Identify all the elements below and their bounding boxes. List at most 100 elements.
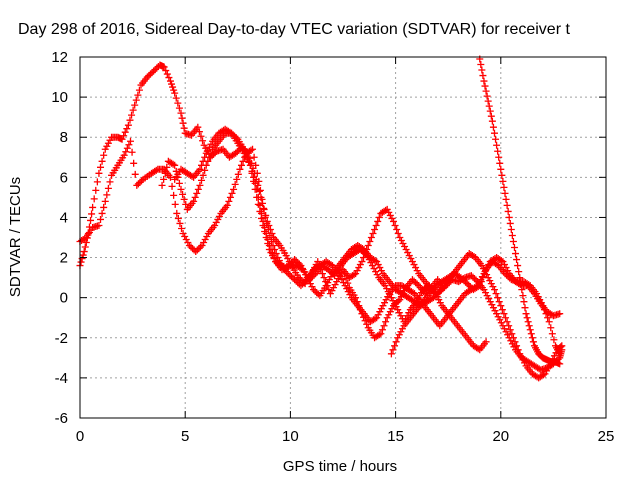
data-point-marker [249,145,257,153]
data-point-marker [410,261,418,269]
data-point-marker [408,258,416,266]
data-point-marker [528,334,536,342]
data-point-marker [544,364,552,372]
data-point-marker [162,67,170,75]
data-point-marker [195,128,203,136]
data-point-marker [231,180,239,188]
plot-frame [79,56,607,419]
data-point-marker [174,214,182,222]
data-point-marker [392,338,400,346]
data-point-marker [225,197,233,205]
y-axis-label: SDTVAR / TECUs [7,177,24,297]
data-point-marker [405,252,413,260]
data-point-marker [196,243,204,251]
data-point-marker [308,283,316,291]
data-point-marker [97,163,105,171]
data-point-marker [201,166,209,174]
data-point-marker [121,128,129,136]
data-point-marker [488,301,496,309]
data-point-marker [160,63,168,71]
data-point-marker [129,106,137,114]
data-point-marker [233,175,241,183]
data-point-marker [172,167,180,175]
data-point-marker [386,308,394,316]
data-point-marker [171,89,179,97]
data-point-marker [372,268,380,276]
data-point-marker [436,299,444,307]
data-point-marker [207,149,215,157]
data-point-marker [230,185,238,193]
data-point-marker [395,331,403,339]
data-point-marker [170,191,178,199]
data-point-marker [476,282,484,290]
data-point-marker [542,310,550,318]
data-point-marker [327,261,335,269]
data-point-marker [533,290,541,298]
data-point-marker [152,166,160,174]
data-point-marker [377,267,385,275]
data-point-marker [465,281,473,289]
data-point-marker [385,208,393,216]
data-point-marker [477,61,485,69]
data-point-marker [469,273,477,281]
data-point-marker [200,141,208,149]
data-point-marker [168,182,176,190]
data-point-marker [493,261,501,269]
data-point-marker [547,324,555,332]
data-point-marker [177,185,185,193]
data-point-marker [487,280,495,288]
data-point-marker [488,117,496,125]
data-point-marker [325,276,333,284]
data-point-marker [327,273,335,281]
data-point-marker [375,331,383,339]
data-point-marker [145,72,153,80]
data-point-marker [126,137,134,145]
data-point-marker [136,178,144,186]
data-point-marker [514,346,522,354]
data-point-marker [237,161,245,169]
data-point-marker [202,161,210,169]
y-tick-label: 10 [51,89,68,106]
data-point-marker [398,325,406,333]
data-point-marker [520,359,528,367]
data-point-marker [248,169,256,177]
data-point-marker [486,298,494,306]
data-point-marker [205,153,213,161]
data-point-marker [397,312,405,320]
data-point-marker [412,264,420,272]
data-point-marker [124,121,132,129]
data-point-marker [503,318,511,326]
data-point-marker [467,272,475,280]
data-point-marker [379,302,387,310]
y-tick-label: 2 [60,250,68,267]
data-point-marker [545,318,553,326]
data-point-marker [391,342,399,350]
data-point-marker [383,205,391,213]
data-point-marker [160,175,168,183]
data-point-marker [325,286,333,294]
data-point-marker [525,281,533,289]
data-point-marker [480,270,488,278]
x-tick-label: 5 [181,428,189,445]
data-point-marker [234,170,242,178]
data-point-marker [521,304,529,312]
data-point-marker [267,249,275,257]
data-point-marker [182,200,190,208]
data-point-marker [330,284,338,292]
data-point-marker [479,274,487,282]
y-tick-label: 6 [60,169,68,186]
data-point-marker [550,336,558,344]
x-tick-label: 20 [492,428,509,445]
data-point-marker [226,193,234,201]
data-point-marker [80,248,88,256]
data-point-marker [179,190,187,198]
data-point-marker [503,201,511,209]
data-point-marker [193,189,201,197]
data-point-marker [197,132,205,140]
data-point-marker [497,319,505,327]
data-point-marker [194,123,202,131]
data-point-marker [393,225,401,233]
data-point-marker [295,260,303,268]
data-point-marker [174,99,182,107]
data-point-marker [492,290,500,298]
